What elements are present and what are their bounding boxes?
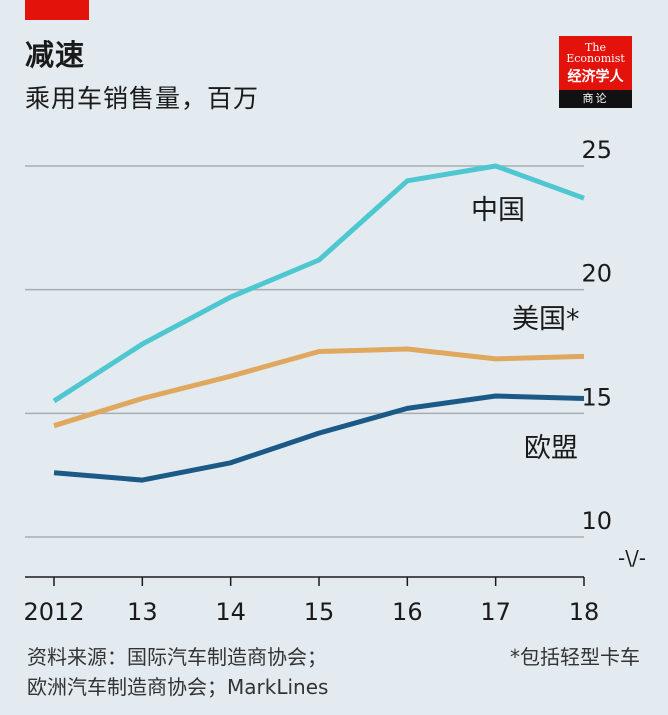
source-line-1: 资料来源：国际汽车制造商协会； xyxy=(27,645,327,669)
logo-text: The Economist xyxy=(566,41,625,65)
x-tick-label-2012: 2012 xyxy=(23,598,84,626)
series-line-eu xyxy=(53,393,585,483)
series-label-usa: 美国* xyxy=(512,304,580,335)
series-label-china: 中国 xyxy=(471,195,525,226)
axis-break-symbol: -\/- xyxy=(618,546,646,570)
x-tick-label-17: 17 xyxy=(480,598,511,626)
chart-title: 减速 xyxy=(25,38,86,72)
footnote: *包括轻型卡车 xyxy=(510,645,640,669)
y-tick-label-10: 10 xyxy=(581,507,612,535)
economist-logo: The Economist 经济学人 商论 xyxy=(559,36,632,108)
x-tick-label-13: 13 xyxy=(127,598,158,626)
source-note: 资料来源：国际汽车制造商协会； 欧洲汽车制造商协会；MarkLines xyxy=(27,642,328,702)
brand-tag xyxy=(25,0,89,20)
grid-layer xyxy=(25,165,585,586)
source-line-2: 欧洲汽车制造商协会；MarkLines xyxy=(27,675,329,699)
y-tick-label-15: 15 xyxy=(581,383,612,411)
y-tick-label-20: 20 xyxy=(581,260,612,288)
chart-subtitle: 乘用车销售量，百万 xyxy=(25,84,260,113)
tick-layer: 10 15 20 25 -\/- 2012 13 14 15 16 17 18 xyxy=(23,136,646,626)
logo-bar: 商论 xyxy=(559,90,632,108)
x-tick-label-18: 18 xyxy=(569,598,600,626)
series-label-eu: 欧盟 xyxy=(524,433,578,464)
x-tick-label-16: 16 xyxy=(392,598,423,626)
x-tick-label-15: 15 xyxy=(304,598,335,626)
x-tick-label-14: 14 xyxy=(215,598,246,626)
line-layer xyxy=(52,163,585,483)
series-line-china xyxy=(52,163,585,404)
y-tick-label-25: 25 xyxy=(581,136,612,164)
logo-chinese: 经济学人 xyxy=(567,69,624,85)
label-layer: 中国 美国* 欧盟 xyxy=(471,195,580,464)
series-line-usa xyxy=(53,346,585,429)
